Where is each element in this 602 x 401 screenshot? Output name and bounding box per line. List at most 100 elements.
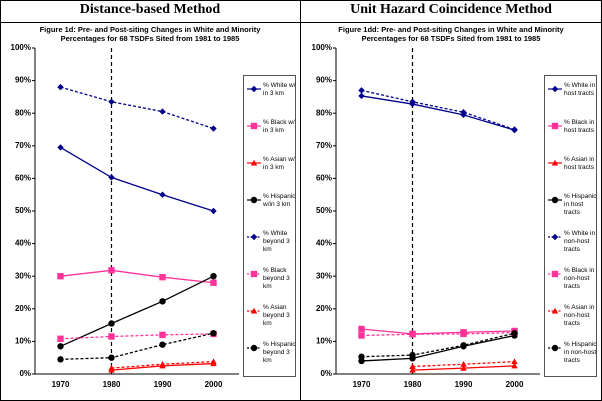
y-tick-label: 90% (15, 76, 31, 85)
legend-entry: % Hispanic beyond 3 km (246, 341, 296, 375)
marker (511, 362, 518, 369)
legend-label: % White in host tracts (564, 82, 596, 97)
marker (551, 307, 559, 314)
y-tick-label: 60% (316, 174, 332, 183)
marker (159, 341, 166, 348)
series-line (361, 95, 515, 131)
marker (511, 126, 518, 133)
marker (250, 122, 258, 130)
marker (108, 320, 115, 327)
marker (460, 109, 467, 116)
marker (409, 331, 416, 338)
legend-label: % Asian w/ in 3 km (263, 156, 295, 171)
x-tick-label: 1990 (154, 380, 172, 389)
marker (159, 298, 166, 305)
marker (250, 159, 258, 166)
legend-entry: % Asian w/ in 3 km (246, 156, 296, 190)
legend-swatch (548, 344, 562, 352)
marker (108, 354, 115, 361)
marker (460, 342, 467, 349)
legend: % White in host tracts % Black in host tr… (544, 75, 597, 377)
legend-label: % Asian in host tracts (564, 156, 595, 171)
marker (551, 196, 559, 204)
marker (210, 330, 217, 337)
legend-entry: % Asian in host tracts (547, 156, 597, 190)
y-tick-label: 40% (15, 239, 31, 248)
marker (108, 333, 115, 340)
series-line (60, 332, 214, 360)
series-line (361, 89, 515, 131)
marker (358, 92, 365, 100)
marker (108, 174, 115, 181)
legend-label: % Black w/ in 3 km (263, 119, 295, 134)
series-line (60, 275, 214, 347)
y-tick-label: 100% (11, 43, 31, 52)
marker (409, 363, 416, 370)
legend-entry: % Hispanic in host tracts (547, 193, 597, 227)
legend-entry: % Black w/ in 3 km (246, 119, 296, 153)
series-line (361, 334, 515, 362)
y-tick-label: 50% (15, 206, 31, 215)
series-line (361, 332, 515, 358)
y-tick-label: 70% (15, 141, 31, 150)
x-tick-label: 1980 (103, 380, 121, 389)
marker (159, 108, 166, 115)
legend-label: % Hispanic in host tracts (564, 193, 597, 216)
marker (57, 335, 64, 342)
y-tick-label: 10% (15, 337, 31, 346)
marker (409, 98, 416, 105)
marker (250, 85, 258, 93)
marker (358, 325, 365, 333)
y-tick-label: 80% (316, 108, 332, 117)
legend-entry: % White w/ in 3 km (246, 82, 296, 116)
legend-swatch (247, 270, 261, 278)
legend-swatch (548, 159, 562, 166)
legend-swatch (247, 344, 261, 352)
legend-swatch (548, 307, 562, 314)
panel-heading: Distance-based Method (79, 2, 221, 17)
marker (57, 356, 64, 363)
legend-label: % Hispanic w/in 3 km (263, 193, 296, 208)
marker (57, 144, 64, 151)
y-tick-label: 60% (15, 174, 31, 183)
legend-swatch (247, 85, 261, 93)
panel-heading: Unit Hazard Coincidence Method (350, 2, 552, 17)
legend-swatch (247, 307, 261, 314)
marker (409, 366, 416, 373)
y-tick-label: 50% (316, 206, 332, 215)
series-line (60, 333, 214, 340)
marker (460, 361, 467, 367)
marker (159, 191, 166, 198)
marker (460, 364, 467, 371)
marker (358, 353, 365, 360)
legend-entry: % White beyond 3 km (246, 230, 296, 264)
marker (250, 270, 258, 278)
x-tick-label: 1990 (455, 380, 473, 389)
x-tick-label: 2000 (506, 380, 524, 389)
y-tick-label: 70% (316, 141, 332, 150)
marker (358, 332, 365, 339)
marker (460, 330, 467, 338)
marker (57, 83, 64, 91)
y-tick-label: 30% (15, 271, 31, 280)
marker (250, 307, 258, 314)
x-tick-label: 2000 (205, 380, 223, 389)
y-tick-label: 90% (316, 76, 332, 85)
y-tick-label: 0% (19, 369, 31, 378)
marker (159, 273, 166, 281)
marker (57, 343, 64, 350)
y-tick-label: 20% (15, 304, 31, 313)
legend-label: % White w/ in 3 km (263, 82, 296, 97)
marker (250, 233, 258, 241)
marker (159, 361, 166, 367)
legend-entry: % White in non-host tracts (547, 230, 597, 264)
marker (210, 207, 217, 215)
marker (210, 279, 217, 286)
legend-entry: % White in host tracts (547, 82, 597, 116)
marker (409, 351, 416, 359)
legend-swatch (247, 122, 261, 130)
marker (250, 196, 258, 204)
marker (511, 358, 518, 365)
x-tick-label: 1970 (353, 380, 371, 389)
